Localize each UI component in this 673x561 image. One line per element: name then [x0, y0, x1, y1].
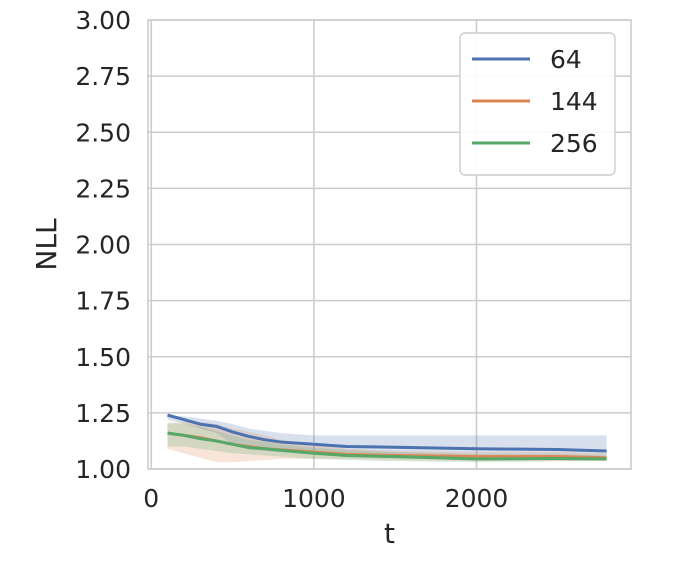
x-tick-label: 2000 — [445, 484, 509, 513]
legend: 64 144 256 — [459, 32, 616, 176]
legend-label-64: 64 — [550, 45, 582, 74]
y-tick-label: 1.50 — [75, 343, 131, 372]
y-tick-label: 1.25 — [75, 399, 131, 428]
series-256-line — [167, 431, 607, 461]
y-tick-label: 2.50 — [75, 118, 131, 147]
series-lines — [167, 413, 607, 461]
y-tick-label: 1.75 — [75, 287, 131, 316]
y-tick-label: 1.00 — [75, 455, 131, 484]
y-tick-labels: 1.00 1.25 1.50 1.75 2.00 2.25 2.50 2.75 3.00 — [75, 6, 131, 484]
plot-frame — [147, 19, 632, 470]
x-tick-labels: 0 1000 2000 — [143, 484, 508, 513]
series-256-band — [167, 421, 607, 463]
x-axis-label: t — [384, 517, 395, 550]
y-axis-label: NLL — [30, 218, 63, 271]
y-tick-label: 2.25 — [75, 174, 131, 203]
series-144-band — [167, 421, 607, 463]
y-tick-label: 2.75 — [75, 62, 131, 91]
y-tick-label: 3.00 — [75, 6, 131, 35]
confidence-bands — [167, 415, 607, 463]
legend-label-256: 256 — [550, 129, 598, 158]
legend-label-144: 144 — [550, 87, 598, 116]
y-tick-label: 2.00 — [75, 231, 131, 260]
legend-box — [459, 32, 616, 176]
series-64-line — [167, 413, 607, 453]
x-tick-label: 1000 — [282, 484, 346, 513]
series-64-band — [167, 415, 607, 458]
x-tick-label: 0 — [143, 484, 159, 513]
